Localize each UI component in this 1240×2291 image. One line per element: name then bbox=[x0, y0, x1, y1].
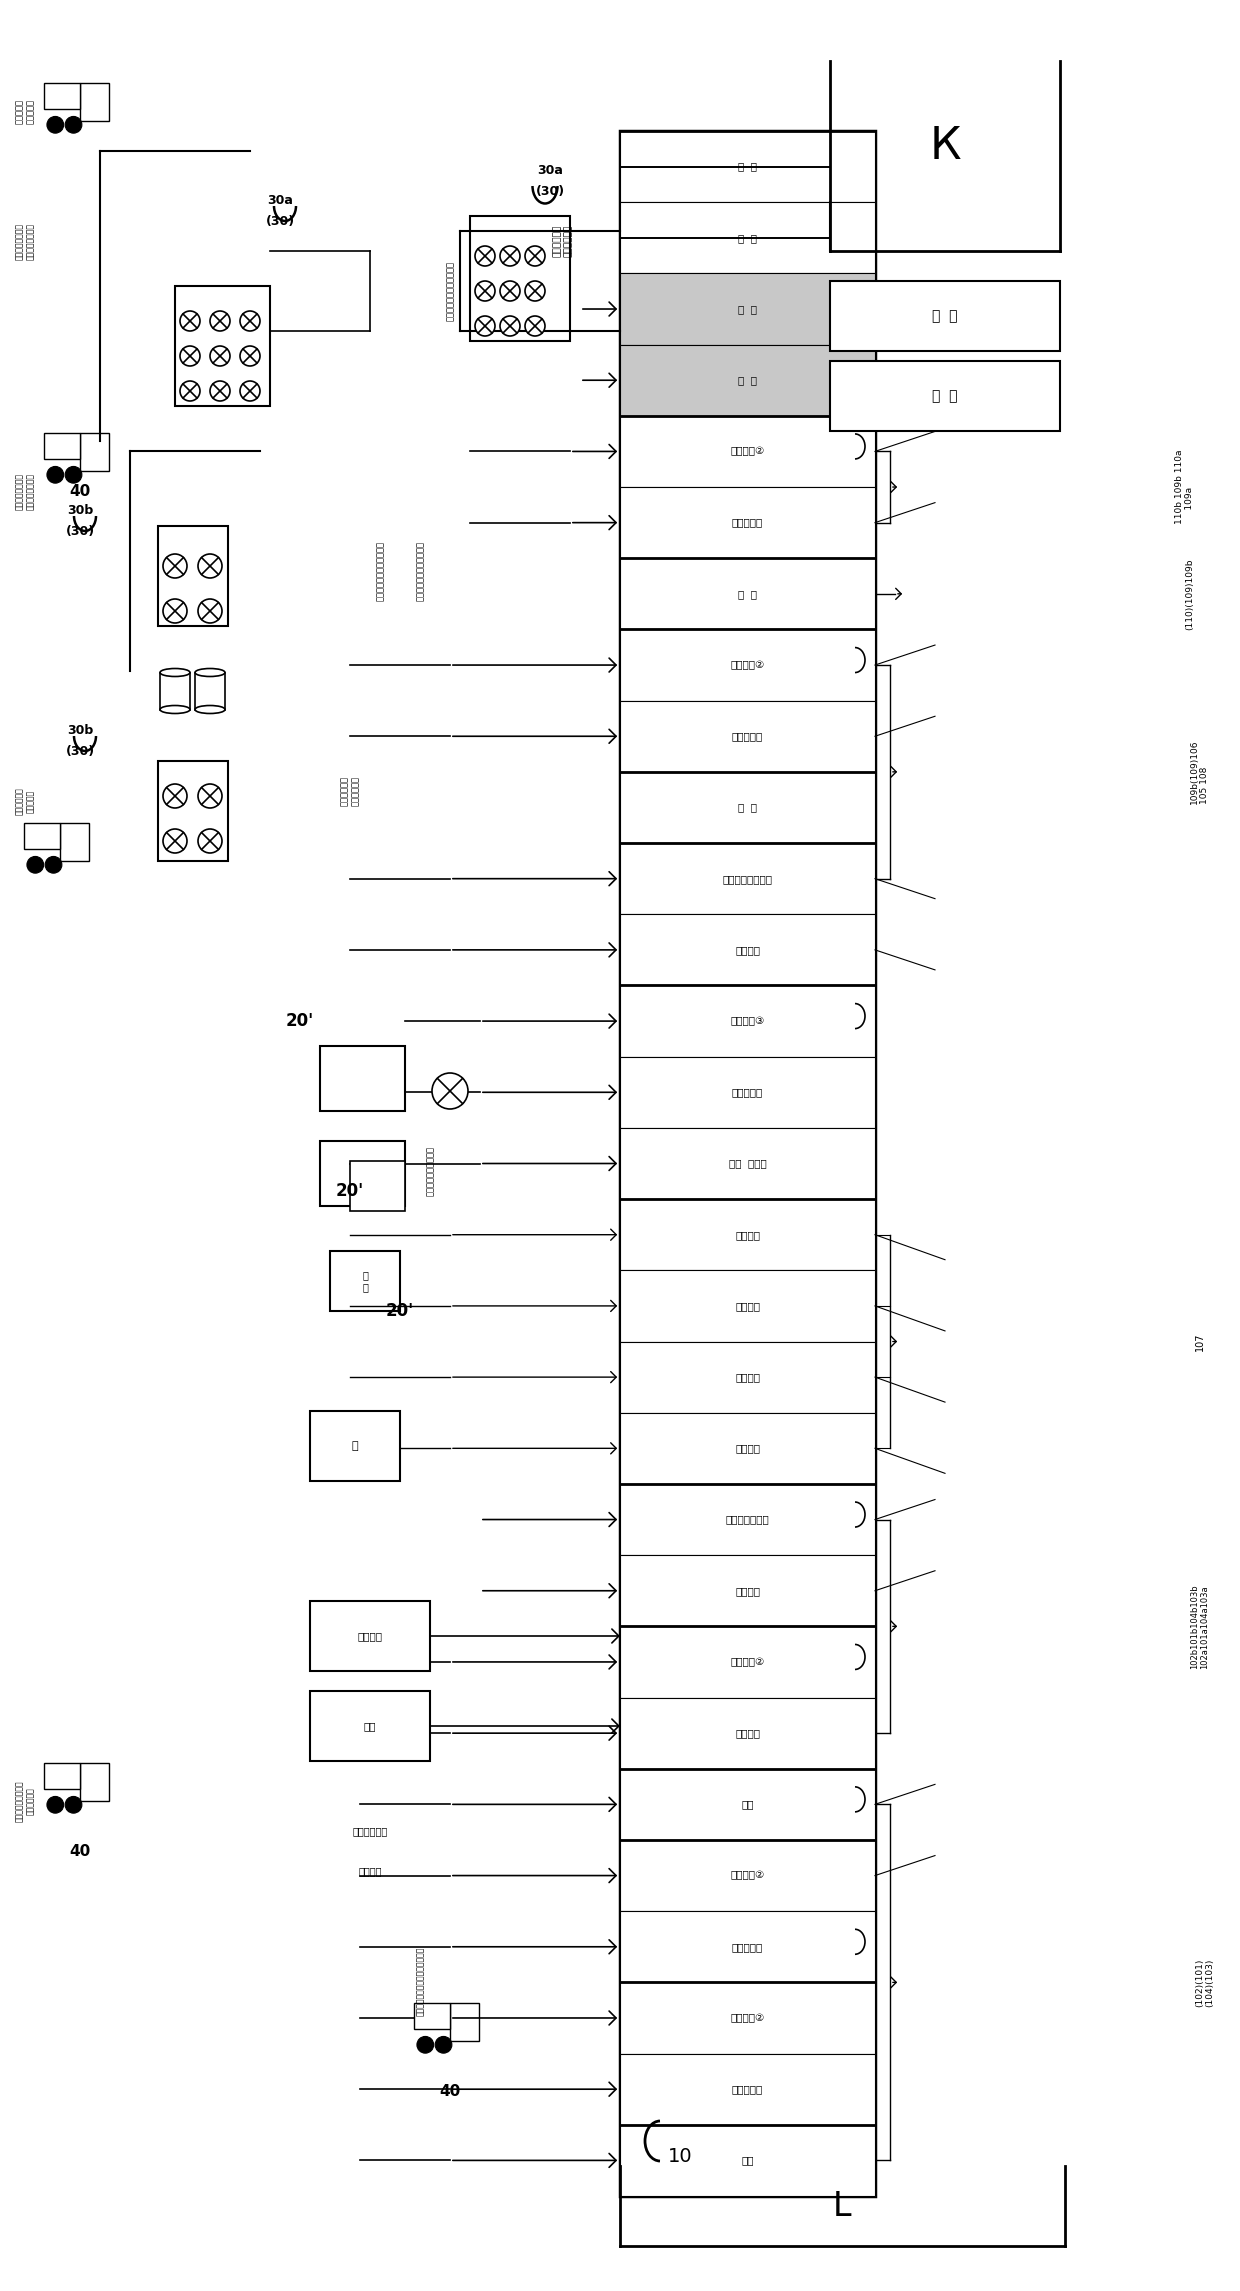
Bar bbox=[620, 1556, 875, 1627]
Text: (102)(101)
(104)(103): (102)(101) (104)(103) bbox=[1195, 1959, 1214, 2007]
Bar bbox=[195, 674, 224, 710]
Bar bbox=[60, 822, 89, 861]
Bar bbox=[470, 215, 570, 341]
Text: 高油序器: 高油序器 bbox=[735, 1372, 760, 1381]
Text: 102b101b104b103b
102a101a104a103a: 102b101b104b103b 102a101a104a103a bbox=[1190, 1583, 1209, 1668]
Circle shape bbox=[525, 282, 546, 300]
Text: 重工序处理排
放处理工艺: 重工序处理排 放处理工艺 bbox=[15, 788, 35, 816]
Text: 压压滤器: 压压滤器 bbox=[735, 944, 760, 955]
Text: 排头滤滤１: 排头滤滤１ bbox=[732, 1943, 763, 1952]
Bar bbox=[620, 2053, 875, 2124]
Text: 排头滤滤②: 排头滤滤② bbox=[730, 1869, 765, 1881]
Text: 水  准: 水 准 bbox=[738, 163, 756, 172]
Bar bbox=[620, 344, 875, 417]
Text: 循环废水供水: 循环废水供水 bbox=[352, 1826, 388, 1835]
Circle shape bbox=[27, 857, 43, 873]
Text: 30a: 30a bbox=[267, 195, 293, 208]
Bar bbox=[175, 286, 270, 406]
Bar bbox=[320, 1141, 405, 1205]
Circle shape bbox=[47, 117, 63, 133]
Circle shape bbox=[435, 2037, 451, 2053]
Circle shape bbox=[198, 598, 222, 623]
Circle shape bbox=[210, 380, 229, 401]
Bar bbox=[620, 1343, 875, 1414]
Bar bbox=[350, 1162, 405, 1212]
Circle shape bbox=[417, 2037, 434, 2053]
Circle shape bbox=[241, 312, 260, 330]
Bar bbox=[620, 1769, 875, 1840]
Circle shape bbox=[500, 316, 520, 337]
Circle shape bbox=[162, 598, 187, 623]
Text: 高油序器: 高油序器 bbox=[735, 1443, 760, 1452]
Bar bbox=[620, 1627, 875, 1698]
Circle shape bbox=[241, 380, 260, 401]
Bar bbox=[45, 82, 81, 110]
Text: 要  吉: 要 吉 bbox=[738, 376, 756, 385]
Text: 排头滤滤②: 排头滤滤② bbox=[730, 2014, 765, 2023]
Circle shape bbox=[241, 346, 260, 367]
Bar bbox=[157, 527, 228, 625]
Text: (30): (30) bbox=[536, 186, 564, 197]
Bar bbox=[620, 488, 875, 559]
Bar bbox=[81, 1764, 109, 1801]
Text: 107: 107 bbox=[1195, 1333, 1205, 1352]
Text: 半再生式废水处理装置工艺: 半再生式废水处理装置工艺 bbox=[415, 541, 424, 600]
Text: 滤  川: 滤 川 bbox=[738, 802, 756, 813]
Bar bbox=[310, 1601, 430, 1670]
Circle shape bbox=[162, 554, 187, 577]
Circle shape bbox=[500, 282, 520, 300]
Bar bbox=[620, 1127, 875, 1198]
Circle shape bbox=[500, 245, 520, 266]
Bar bbox=[620, 1840, 875, 1911]
Ellipse shape bbox=[160, 669, 190, 676]
Circle shape bbox=[162, 829, 187, 852]
Bar bbox=[620, 1485, 875, 1556]
Text: 高油序器: 高油序器 bbox=[735, 1301, 760, 1310]
Text: 排头滤滤③: 排头滤滤③ bbox=[730, 1017, 765, 1026]
Text: 高油序器: 高油序器 bbox=[735, 1230, 760, 1239]
Text: 40: 40 bbox=[439, 2083, 460, 2099]
Bar bbox=[160, 674, 190, 710]
Text: 半再生式废水处理装置工艺: 半再生式废水处理装置工艺 bbox=[445, 261, 455, 321]
Text: 排头滤压压滤器１: 排头滤压压滤器１ bbox=[723, 873, 773, 884]
Circle shape bbox=[66, 117, 82, 133]
Bar bbox=[620, 843, 875, 914]
Text: 30b: 30b bbox=[67, 724, 93, 738]
Text: (30): (30) bbox=[265, 215, 295, 227]
Bar bbox=[320, 1047, 405, 1111]
Text: 排头滤滤２: 排头滤滤２ bbox=[732, 1088, 763, 1097]
Bar bbox=[620, 985, 875, 1056]
Circle shape bbox=[210, 346, 229, 367]
Bar bbox=[620, 131, 875, 2197]
Text: 40: 40 bbox=[69, 483, 91, 499]
Bar bbox=[620, 273, 875, 344]
Text: L: L bbox=[833, 2190, 852, 2222]
Text: 废: 废 bbox=[352, 1441, 358, 1450]
Circle shape bbox=[432, 1072, 467, 1109]
Text: 循环废水: 循环废水 bbox=[357, 1631, 382, 1640]
Circle shape bbox=[198, 784, 222, 809]
Text: 衣部序器: 衣部序器 bbox=[735, 1585, 760, 1597]
Text: 滤滤: 滤滤 bbox=[742, 2156, 754, 2165]
Circle shape bbox=[475, 245, 495, 266]
Text: 30a: 30a bbox=[537, 165, 563, 176]
Text: 废液: 废液 bbox=[363, 1721, 376, 1732]
Bar bbox=[620, 1198, 875, 1269]
Bar bbox=[620, 1414, 875, 1485]
Text: К: К bbox=[929, 126, 961, 167]
Circle shape bbox=[180, 380, 200, 401]
Text: 水  准: 水 准 bbox=[932, 389, 957, 403]
Text: 10: 10 bbox=[667, 2147, 692, 2165]
Bar bbox=[620, 202, 875, 273]
Bar bbox=[45, 1764, 81, 1789]
Ellipse shape bbox=[160, 706, 190, 713]
Bar bbox=[620, 914, 875, 985]
Text: 要  吉: 要 吉 bbox=[738, 305, 756, 314]
Bar bbox=[830, 282, 1060, 351]
Bar bbox=[620, 1056, 875, 1127]
Bar bbox=[25, 822, 60, 850]
Text: 非再生式废水处理装置工艺: 非再生式废水处理装置工艺 bbox=[376, 541, 384, 600]
Bar bbox=[310, 1691, 430, 1762]
Circle shape bbox=[180, 312, 200, 330]
Text: 零排放废水处理装置排放处理工艺: 零排放废水处理装置排放处理工艺 bbox=[415, 1947, 424, 2016]
